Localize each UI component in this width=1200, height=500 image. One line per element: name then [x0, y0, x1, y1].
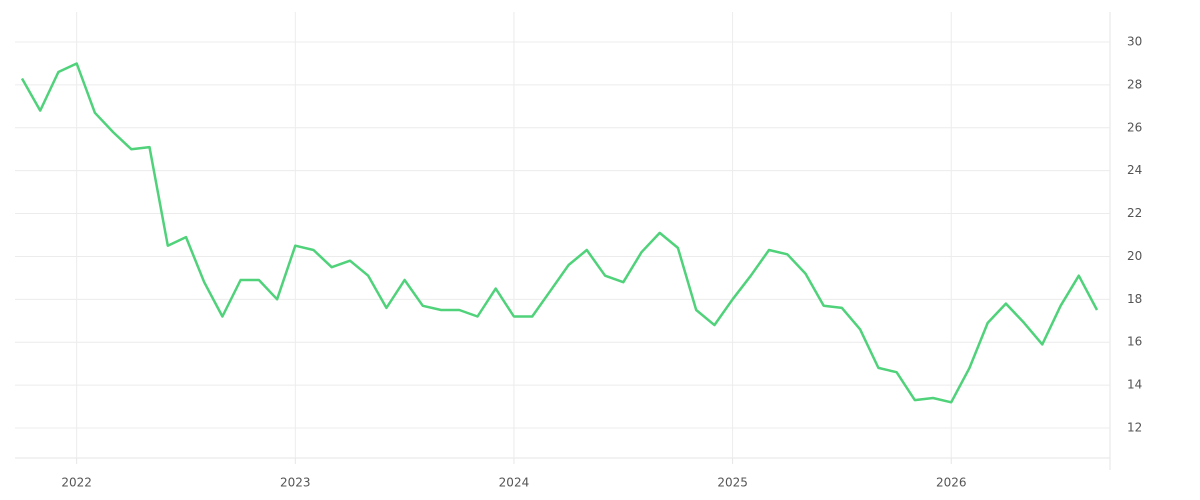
x-tick-label: 2026 — [936, 476, 967, 490]
y-tick-label: 12 — [1127, 420, 1142, 434]
y-tick-label: 18 — [1127, 292, 1142, 306]
y-tick-label: 16 — [1127, 335, 1142, 349]
y-tick-label: 24 — [1127, 163, 1142, 177]
y-tick-label: 28 — [1127, 77, 1142, 91]
y-tick-label: 22 — [1127, 206, 1142, 220]
y-tick-label: 20 — [1127, 249, 1142, 263]
x-tick-label: 2023 — [280, 476, 311, 490]
y-tick-label: 30 — [1127, 35, 1142, 49]
x-tick-label: 2025 — [717, 476, 748, 490]
y-tick-label: 14 — [1127, 378, 1142, 392]
x-tick-label: 2022 — [61, 476, 92, 490]
y-tick-label: 26 — [1127, 120, 1142, 134]
series-line — [20, 62, 1099, 404]
x-tick-label: 2024 — [499, 476, 530, 490]
